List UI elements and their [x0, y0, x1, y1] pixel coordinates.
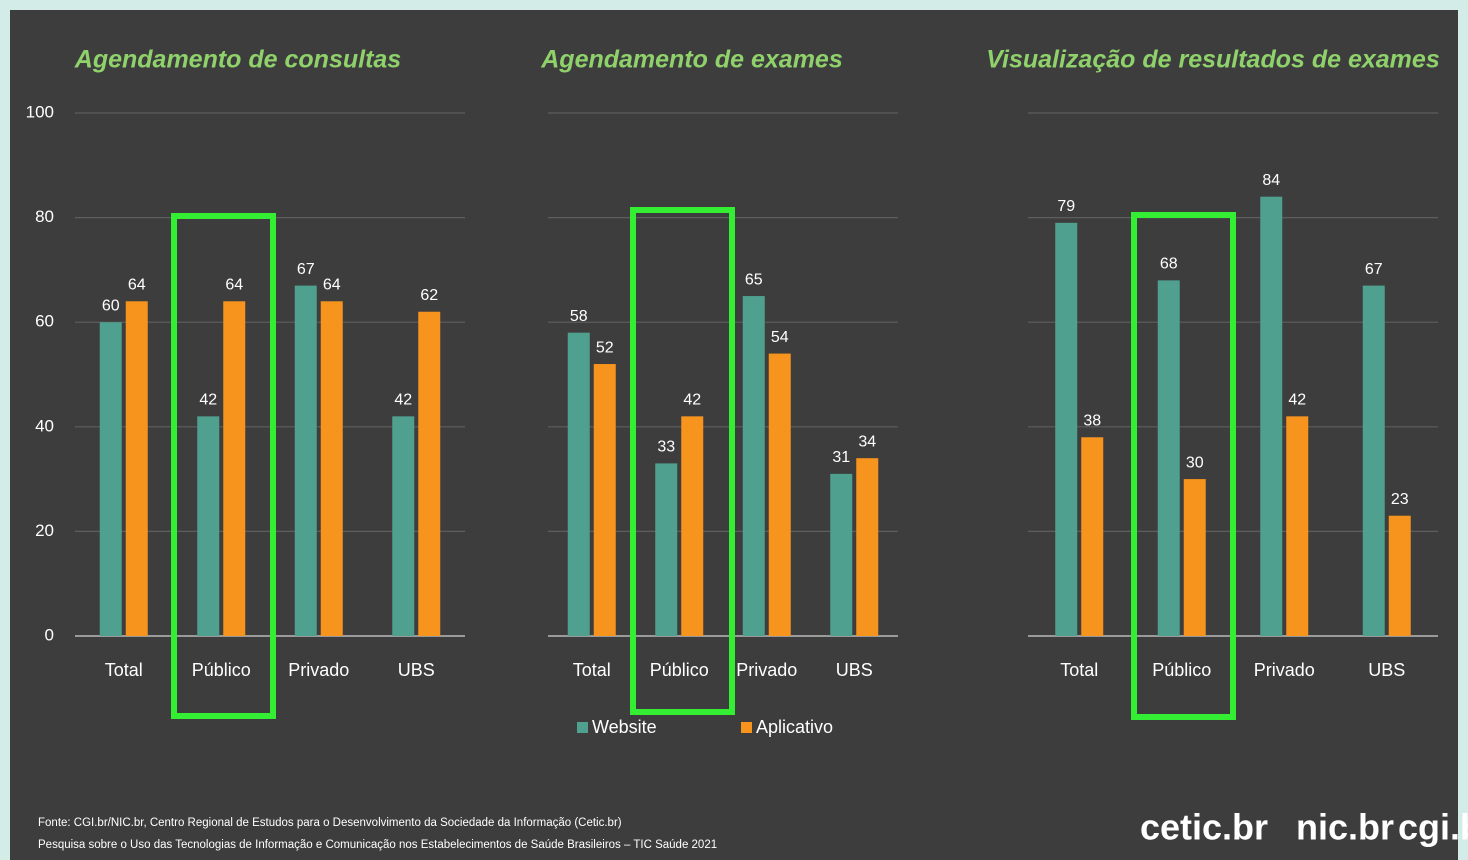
bar	[856, 458, 879, 636]
bar	[294, 285, 317, 636]
logo: cgi.br	[1398, 807, 1468, 848]
bar	[681, 416, 704, 636]
chart-title: Visualização de resultados de exames	[986, 46, 1440, 74]
y-tick-label: 40	[35, 416, 54, 435]
data-label: 42	[683, 392, 701, 409]
bar	[418, 311, 441, 636]
legend-swatch	[741, 722, 752, 733]
data-label: 58	[570, 308, 588, 325]
x-tick-label: UBS	[398, 660, 435, 680]
data-label: 42	[394, 392, 412, 409]
legend-swatch	[577, 722, 588, 733]
bar	[392, 416, 415, 636]
data-label: 33	[657, 439, 675, 456]
legend-label: Aplicativo	[756, 717, 833, 737]
x-tick-label: Total	[1060, 660, 1098, 680]
source-line: Fonte: CGI.br/NIC.br, Centro Regional de…	[38, 817, 622, 829]
charts: Agendamento de consultas 0 20 40 60 80 100 Tota…	[26, 46, 1440, 737]
y-tick-label: 0	[45, 625, 54, 644]
data-label: 64	[128, 276, 146, 293]
x-tick-label: Público	[192, 660, 251, 680]
data-label: 34	[858, 433, 876, 450]
data-label: 68	[1160, 256, 1178, 273]
bar	[567, 332, 590, 636]
bar	[1388, 515, 1411, 636]
highlight-box	[1131, 212, 1236, 720]
highlight-box	[171, 213, 276, 719]
bar	[593, 364, 616, 636]
data-label: 84	[1262, 172, 1280, 189]
data-label: 65	[745, 271, 763, 288]
x-tick-label: UBS	[1368, 660, 1405, 680]
data-label: 54	[771, 329, 789, 346]
chart-title: Agendamento de consultas	[74, 46, 402, 74]
bar	[99, 322, 122, 636]
data-label: 23	[1391, 491, 1409, 508]
x-tick-label: Público	[650, 660, 709, 680]
x-tick-label: Total	[105, 660, 143, 680]
data-label: 38	[1083, 412, 1101, 429]
chart-title: Agendamento de exames	[540, 46, 843, 74]
x-tick-label: Público	[1152, 660, 1211, 680]
bar	[223, 301, 246, 636]
logo: cetic.br	[1140, 807, 1268, 848]
bar	[1157, 280, 1180, 636]
data-label: 64	[225, 276, 243, 293]
bar	[1081, 437, 1104, 636]
x-tick-label: Privado	[1254, 660, 1315, 680]
data-label: 67	[1365, 261, 1383, 278]
y-tick-label: 80	[35, 207, 54, 226]
logo: nic.br	[1296, 807, 1394, 848]
bar	[1286, 416, 1309, 636]
y-tick-label: 20	[35, 521, 54, 540]
x-tick-label: Privado	[288, 660, 349, 680]
bar	[768, 353, 791, 636]
bar	[1055, 222, 1078, 636]
data-label: 64	[323, 276, 341, 293]
bar	[742, 296, 765, 636]
bar	[1260, 196, 1283, 636]
data-label: 79	[1057, 198, 1075, 215]
y-tick-label: 60	[35, 312, 54, 331]
bar	[1362, 285, 1385, 636]
data-label: 60	[102, 297, 120, 314]
data-label: 31	[832, 449, 850, 466]
x-tick-label: Total	[573, 660, 611, 680]
data-label: 67	[297, 261, 315, 278]
y-tick-label: 100	[26, 102, 54, 121]
bar	[655, 463, 678, 636]
bar	[830, 473, 853, 636]
source-line: Pesquisa sobre o Uso das Tecnologias de …	[38, 839, 717, 851]
data-label: 30	[1186, 454, 1204, 471]
data-label: 52	[596, 339, 614, 356]
legend-label: Website	[592, 717, 657, 737]
bar	[197, 416, 220, 636]
highlight-box	[630, 207, 735, 715]
bar	[1183, 479, 1206, 636]
bar	[125, 301, 148, 636]
x-tick-label: Privado	[736, 660, 797, 680]
bar	[320, 301, 343, 636]
data-label: 62	[420, 287, 438, 304]
data-label: 42	[1288, 392, 1306, 409]
x-tick-label: UBS	[836, 660, 873, 680]
data-label: 42	[199, 392, 217, 409]
